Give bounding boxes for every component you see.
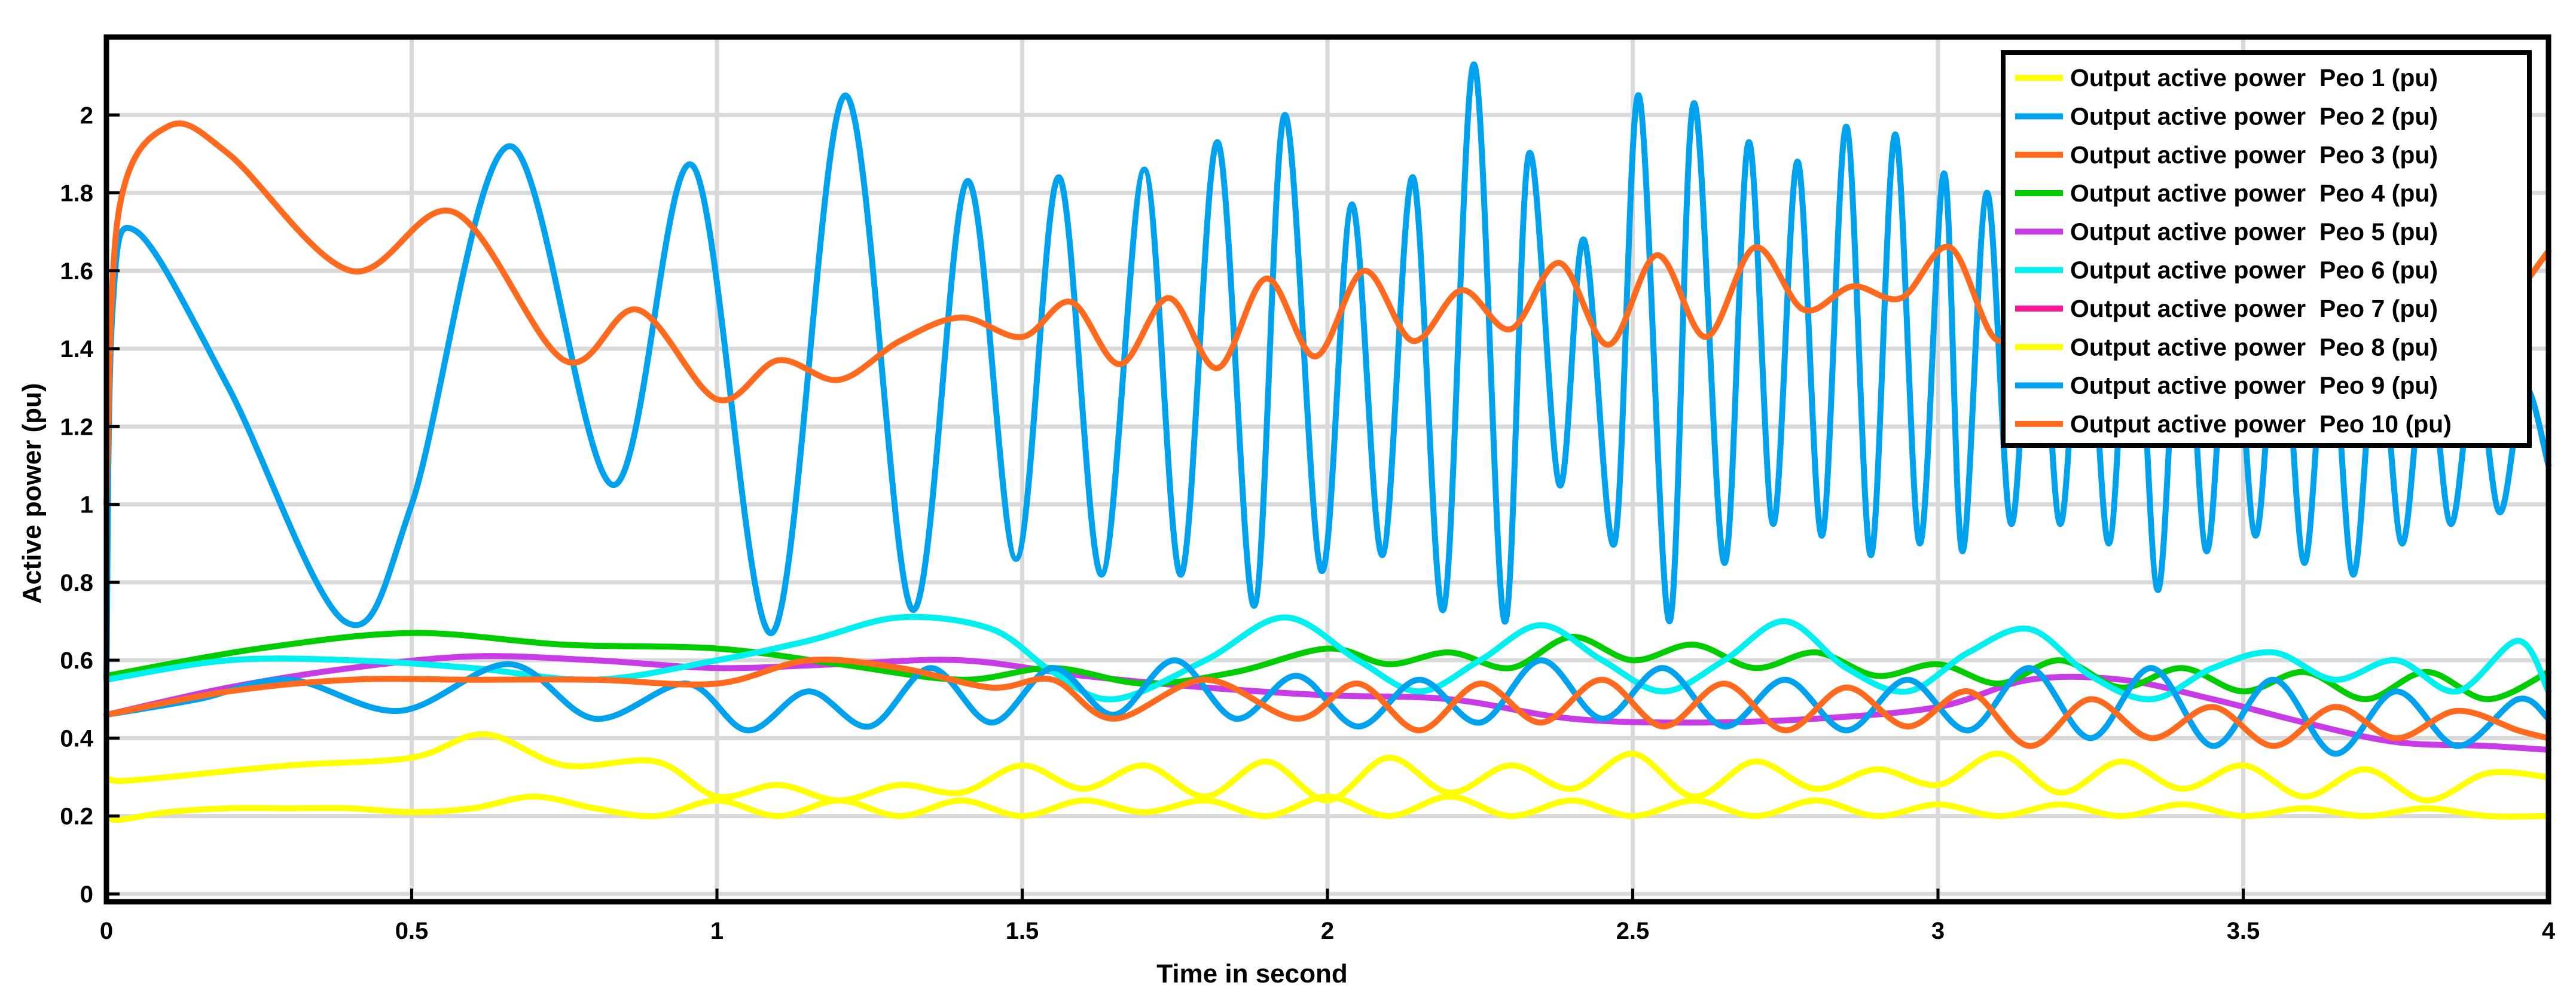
x-tick-label: 4 [2542,918,2556,944]
x-axis-label: Time in second [1156,959,1348,988]
series-line-peo-2 [103,61,2551,683]
series-line-peo-4 [103,630,2551,703]
y-tick-label: 0.2 [60,804,93,830]
x-tick-label: 0.5 [395,918,429,944]
x-tick-label: 1 [710,918,724,944]
axes: 0 0.5 1 1.5 2 2.5 3 3.5 4 0 0.2 0.4 0.6 0.8 1 1.2 1.4 1.6… [60,34,2556,944]
y-tick-label: 0.8 [60,570,93,596]
y-tick-label: 0 [80,881,93,908]
x-tick-label: 3 [1931,918,1945,944]
legend-label-peo-2: Output active power Peo 2 (pu) [2070,102,2438,130]
series-line-peo-10 [103,657,2551,749]
legend-label-peo-7: Output active power Peo 7 (pu) [2070,295,2438,322]
y-tick-label: 1.4 [60,336,93,362]
legend-label-peo-4: Output active power Peo 4 (pu) [2070,179,2438,207]
legend: Output active power Peo 1 (pu) Output act… [2001,50,2532,448]
series-line-peo-8 [103,731,2551,804]
x-tick-label: 3.5 [2227,918,2260,944]
y-tick-label: 2 [80,102,93,129]
series-line-peo-1 [103,793,2551,823]
legend-box [2001,50,2532,448]
legend-label-peo-1: Output active power Peo 1 (pu) [2070,64,2438,91]
y-tick-label: 0.4 [60,725,93,752]
series-line-peo-6 [103,614,2551,703]
y-tick-label: 1.6 [60,258,93,285]
y-tick-label: 0.6 [60,648,93,674]
y-tick-label: 1.2 [60,414,93,440]
legend-label-peo-8: Output active power Peo 8 (pu) [2070,333,2438,361]
legend-label-peo-9: Output active power Peo 9 (pu) [2070,372,2438,399]
x-tick-label: 0 [100,918,113,944]
x-tick-label: 2 [1321,918,1334,944]
y-axis-label: Active power (pu) [17,383,47,603]
x-tick-label: 2.5 [1616,918,1650,944]
legend-label-peo-3: Output active power Peo 3 (pu) [2070,141,2438,169]
legend-label-peo-6: Output active power Peo 6 (pu) [2070,257,2438,284]
y-tick-label: 1.8 [60,181,93,207]
x-tick-label: 1.5 [1006,918,1039,944]
y-tick-label: 1 [80,492,93,518]
legend-label-peo-5: Output active power Peo 5 (pu) [2070,218,2438,245]
legend-label-peo-10: Output active power Peo 10 (pu) [2070,410,2452,438]
